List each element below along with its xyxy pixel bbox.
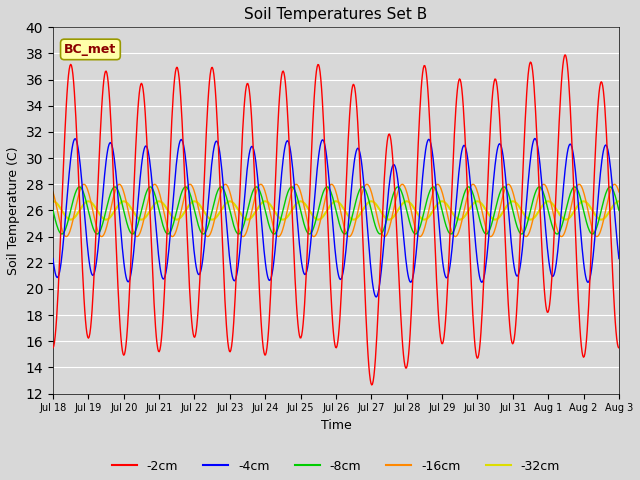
Title: Soil Temperatures Set B: Soil Temperatures Set B: [244, 7, 428, 22]
Legend: -2cm, -4cm, -8cm, -16cm, -32cm: -2cm, -4cm, -8cm, -16cm, -32cm: [107, 455, 565, 478]
Y-axis label: Soil Temperature (C): Soil Temperature (C): [7, 146, 20, 275]
X-axis label: Time: Time: [321, 419, 351, 432]
Text: BC_met: BC_met: [64, 43, 116, 56]
